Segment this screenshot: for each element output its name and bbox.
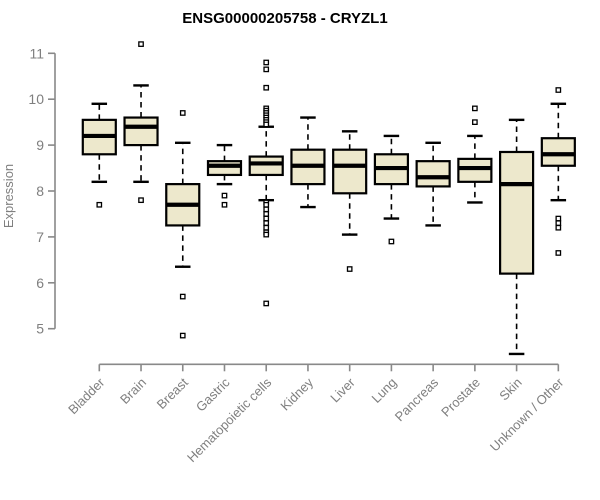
box-prostate-outlier-marker (472, 119, 478, 125)
box-hematopoietic-cells-outlier-marker (263, 215, 270, 222)
box-prostate-iqr (457, 157, 493, 183)
box-breast-outlier-marker (179, 110, 186, 116)
x-tick-label-kidney: Kidney (277, 374, 316, 413)
x-tick-label-unknown-other: Unknown / Other (487, 374, 567, 454)
box-hematopoietic-cells-iqr (248, 155, 284, 177)
box-unknown-other-iqr (540, 137, 576, 167)
x-tick-label-breast: Breast (154, 375, 191, 412)
x-tick-label-pancreas: Pancreas (392, 374, 442, 424)
box-breast-outlier-marker (179, 293, 186, 300)
box-liver-iqr (332, 148, 368, 195)
y-tick-label: 11 (29, 45, 44, 61)
box-unknown-other-outlier-marker (555, 250, 562, 256)
x-tick-label-prostate: Prostate (438, 375, 483, 420)
box-hematopoietic-cells-outlier-marker (263, 231, 270, 238)
box-hematopoietic-cells-outlier-marker (263, 59, 270, 66)
y-tick-label: 9 (36, 137, 44, 153)
x-tick-label-gastric: Gastric (193, 374, 233, 414)
x-tick-label-bladder: Bladder (65, 374, 108, 417)
box-brain-outlier-marker (138, 41, 144, 47)
box-brain-outlier-marker (138, 197, 144, 204)
x-tick-label-lung: Lung (368, 375, 399, 406)
box-gastric-iqr (206, 160, 243, 177)
box-hematopoietic-cells-outlier-marker (263, 201, 270, 208)
box-lung-outlier-marker (388, 238, 395, 245)
box-unknown-other-outlier-marker (555, 215, 562, 222)
box-hematopoietic-cells-outlier-marker (263, 206, 270, 213)
x-tick-label-skin: Skin (496, 375, 524, 403)
box-unknown-other-outlier-marker (555, 224, 562, 231)
box-hematopoietic-cells-outlier-marker (263, 84, 270, 91)
y-tick-label: 7 (36, 229, 44, 245)
box-pancreas-iqr (415, 160, 451, 188)
x-tick-label-brain: Brain (117, 375, 149, 407)
y-tick-label: 10 (28, 91, 44, 107)
y-tick-label: 6 (36, 275, 44, 291)
box-skin-iqr (499, 150, 535, 275)
box-hematopoietic-cells-outlier-marker (263, 211, 270, 217)
y-tick-label: 5 (36, 321, 44, 337)
box-brain-iqr (123, 116, 159, 147)
box-prostate-outlier-marker (472, 105, 478, 112)
box-breast-outlier-marker (179, 332, 186, 339)
box-gastric-outlier-marker (221, 201, 228, 208)
box-unknown-other-outlier-marker (555, 87, 562, 93)
box-hematopoietic-cells-outlier-marker (263, 66, 270, 73)
box-bladder-outlier-marker (96, 201, 103, 208)
chart-title: ENSG00000205758 - CRYZL1 (182, 10, 387, 27)
box-gastric-outlier-marker (221, 192, 228, 199)
x-tick-label-liver: Liver (327, 374, 358, 405)
box-hematopoietic-cells-outlier-marker (263, 300, 270, 307)
box-unknown-other-outlier-marker (555, 220, 562, 226)
box-hematopoietic-cells-outlier-marker (263, 224, 270, 231)
y-tick-label: 8 (36, 183, 44, 199)
box-hematopoietic-cells-outlier-marker (263, 220, 270, 226)
box-hematopoietic-cells-outlier-marker (263, 121, 270, 128)
box-liver-outlier-marker (346, 266, 353, 272)
y-axis-title: Expression (1, 164, 16, 228)
